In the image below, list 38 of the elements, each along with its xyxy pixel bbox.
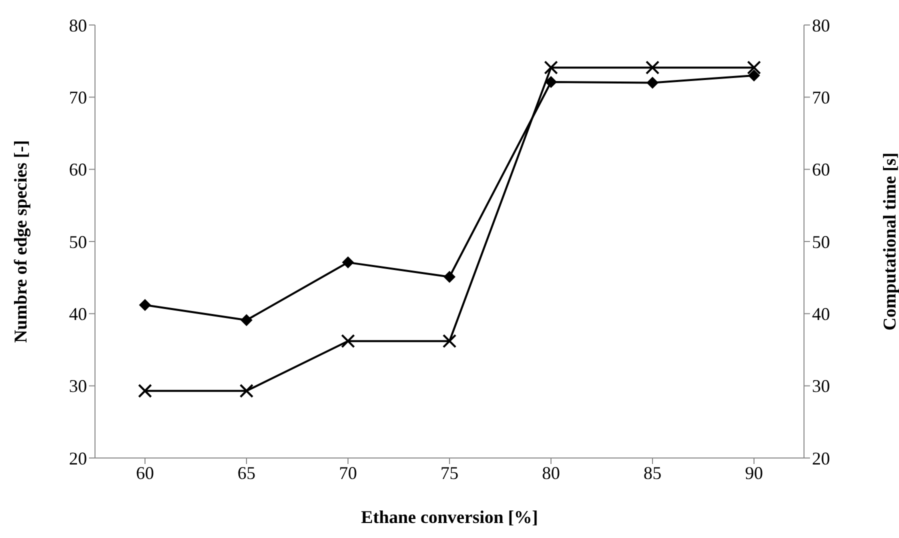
y-tick-label: 70	[69, 88, 87, 108]
y-tick-label: 80	[69, 15, 87, 36]
y-tick-label: 40	[69, 304, 87, 324]
y-axis-title: Numbre of edge species [-]	[10, 140, 30, 343]
y2-tick-label: 40	[812, 304, 830, 324]
x-tick-label: 70	[339, 462, 357, 483]
y2-tick-label: 20	[812, 448, 830, 468]
x-tick-label: 90	[745, 462, 763, 483]
y2-tick-label: 70	[812, 88, 830, 108]
x-tick-label: 85	[644, 462, 662, 483]
point	[545, 76, 557, 88]
y2-tick-label: 60	[812, 160, 830, 180]
y2-tick-label: 30	[812, 376, 830, 396]
x-tick-label: 65	[238, 462, 256, 483]
y2-tick-label: 80	[812, 15, 830, 36]
point	[646, 76, 658, 89]
point	[442, 334, 456, 348]
point	[444, 270, 456, 283]
y2-tick-label: 50	[812, 232, 830, 252]
y2-axis-title: Computational time [s]	[879, 152, 899, 330]
y-tick-label: 50	[69, 232, 87, 252]
point	[342, 256, 354, 268]
point	[646, 60, 660, 75]
point	[341, 334, 355, 348]
y-tick-label: 30	[69, 376, 87, 396]
point	[240, 314, 252, 326]
x-tick-label: 75	[440, 462, 458, 483]
y-tick-label: 20	[69, 448, 87, 468]
point	[748, 70, 760, 82]
x-axis-title: Ethane conversion [%]	[361, 507, 538, 527]
point	[138, 384, 152, 398]
y-tick-label: 60	[69, 160, 87, 180]
point	[747, 60, 761, 75]
point	[240, 384, 254, 398]
point	[544, 60, 558, 75]
x-tick-label: 80	[542, 462, 560, 483]
point	[139, 299, 151, 312]
x-tick-label: 60	[136, 462, 154, 483]
